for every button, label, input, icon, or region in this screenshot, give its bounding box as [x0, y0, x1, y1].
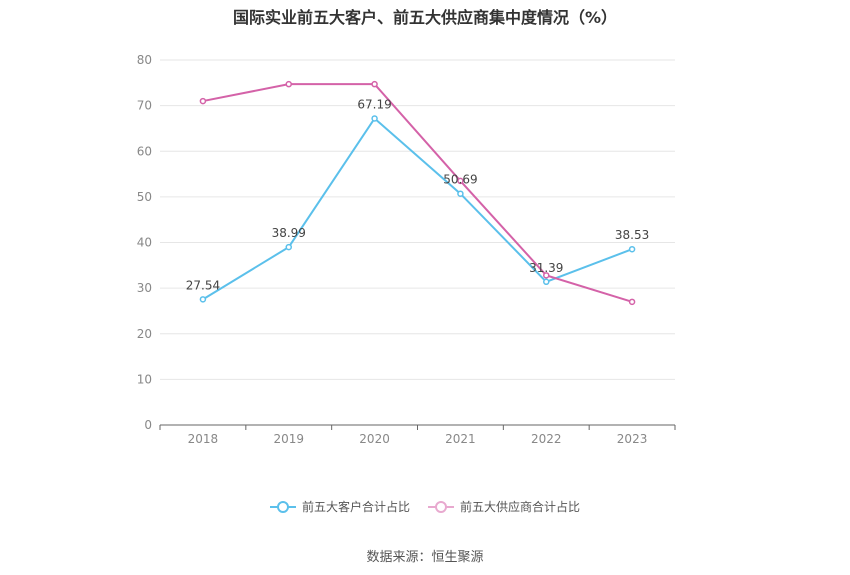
data-label: 27.54 [186, 278, 220, 292]
chart-title: 国际实业前五大客户、前五大供应商集中度情况（%） [232, 8, 618, 27]
series-layer [199, 80, 636, 306]
data-label: 38.99 [272, 226, 306, 240]
data-point [285, 80, 292, 88]
x-axis: 2018 2019 2020 2021 2022 2023 [159, 424, 676, 446]
y-tick-label: 30 [137, 281, 152, 295]
series-line-1 [202, 83, 633, 303]
legend-marker-suppliers [428, 500, 454, 513]
x-tick-label: 2023 [617, 432, 648, 446]
data-point [457, 177, 464, 185]
data-label: 38.53 [615, 228, 649, 242]
data-point [457, 190, 464, 197]
y-tick-label: 40 [137, 236, 152, 250]
x-tick-label: 2020 [359, 432, 390, 446]
data-label: 50.69 [443, 173, 477, 187]
x-tick-label: 2021 [445, 432, 476, 446]
data-source: 数据来源：恒生聚源 [366, 550, 484, 565]
data-label: 31.39 [529, 261, 563, 275]
y-tick-label: 80 [137, 53, 152, 67]
series-line-0 [202, 116, 633, 301]
y-tick-label: 0 [144, 418, 152, 432]
data-point [628, 298, 636, 306]
data-point [543, 278, 550, 286]
legend-item-suppliers[interactable]: 前五大供应商合计占比 [428, 498, 580, 515]
x-tick-label: 2019 [273, 432, 304, 446]
data-point [285, 243, 292, 251]
y-tick-label: 70 [137, 99, 152, 113]
data-point [371, 115, 378, 122]
data-point [199, 97, 207, 105]
data-point [199, 296, 207, 303]
legend-label-suppliers: 前五大供应商合计占比 [460, 500, 581, 514]
data-point [628, 245, 636, 253]
legend-label-customers: 前五大客户合计占比 [301, 500, 410, 514]
data-point [371, 80, 378, 88]
x-tick-label: 2018 [188, 432, 219, 446]
y-axis: 0 10 20 30 40 50 60 70 80 [137, 53, 152, 432]
data-label: 67.19 [357, 97, 391, 111]
legend-item-customers[interactable]: 前五大客户合计占比 [269, 498, 410, 515]
legend: 前五大客户合计占比 前五大供应商合计占比 [0, 498, 850, 515]
data-labels: 27.54 38.99 67.19 50.69 31.39 38.53 [186, 97, 650, 292]
y-tick-label: 20 [137, 327, 152, 341]
legend-marker-customers [269, 500, 296, 513]
data-point [543, 272, 550, 279]
y-tick-label: 10 [137, 372, 152, 386]
y-tick-label: 60 [137, 144, 152, 158]
x-tick-label: 2022 [531, 432, 562, 446]
y-tick-label: 50 [137, 190, 152, 204]
grid-lines [160, 59, 675, 380]
